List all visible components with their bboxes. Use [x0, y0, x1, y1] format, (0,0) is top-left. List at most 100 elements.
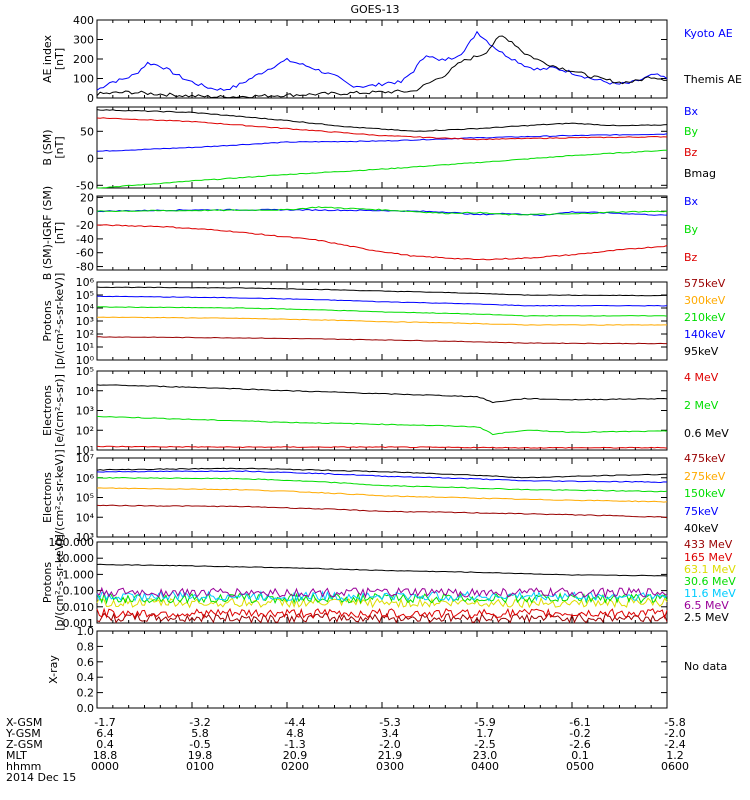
series-line-2-mev: [96, 415, 668, 436]
no-data-note: No data: [684, 660, 727, 673]
table-cell: 3.4: [381, 727, 399, 740]
y-tick-label: 10²: [76, 424, 94, 437]
table-cell: 0600: [661, 760, 689, 773]
legend-bz: Bz: [684, 251, 698, 264]
y-tick-label: 100.000: [49, 536, 95, 549]
panel-7: 0.001 0.010 0.100 1.000 10.000 100.000 Protons…: [41, 534, 736, 631]
legend-300kev: 300keV: [684, 294, 726, 307]
series-line-themis-ae: [96, 35, 668, 99]
y-axis-label: [nT]: [53, 136, 66, 158]
series-line-40kev: [96, 467, 667, 479]
orbit-table: X-GSM -1.7 -3.2 -4.4 -5.3 -5.9 -6.1 -5.8 Y-GSM 6.…: [5, 716, 689, 784]
series-line-4-mev: [96, 445, 668, 449]
legend-by: By: [684, 223, 699, 236]
table-cell: 0400: [471, 760, 499, 773]
series-line-6-5-mev: [96, 586, 668, 600]
table-cell: -5.9: [474, 716, 495, 729]
panel-frame: [96, 457, 668, 538]
series-line-210kev: [96, 306, 668, 317]
panel-6: 10³ 10⁴ 10⁵ 10⁶ 10⁷ Electrons [e/(cm²-s-sr-keV…: [41, 449, 726, 545]
table-row-label: Y-GSM: [5, 727, 41, 740]
legend-bx: Bx: [684, 105, 699, 118]
legend-6-5-mev: 6.5 MeV: [684, 599, 729, 612]
panel-8: 0.0 0.2 0.4 0.6 0.8 1.0 X-ray No data: [47, 625, 727, 715]
series-line-2-5-mev: [96, 563, 668, 577]
y-tick-label: 50: [80, 125, 94, 138]
y-tick-label: 0.0: [77, 702, 95, 715]
table-cell: 0500: [566, 760, 594, 773]
y-tick-label: 0.4: [77, 671, 95, 684]
series-line-bmag: [96, 109, 668, 132]
y-axis-label: X-ray: [47, 655, 60, 684]
y-axis-label: AE index: [41, 34, 54, 83]
table-cell: -3.2: [189, 716, 210, 729]
y-axis-label: [nT]: [53, 222, 66, 244]
series-line-275kev: [96, 487, 668, 503]
legend-2-5-mev: 2.5 MeV: [684, 611, 729, 624]
table-cell: 0.1: [571, 749, 589, 762]
table-cell: -0.5: [189, 738, 210, 751]
y-tick-label: 10³: [76, 531, 94, 544]
legend-433-mev: 433 MeV: [684, 538, 733, 551]
legend-475kev: 475keV: [684, 452, 726, 465]
series-line-bx: [96, 133, 668, 152]
series-line-150kev: [96, 476, 668, 493]
y-tick-label: 1.000: [63, 568, 95, 581]
legend-bmag: Bmag: [684, 167, 716, 180]
panel-frame: [96, 281, 668, 361]
table-cell: 1.2: [666, 749, 684, 762]
series-line-140kev: [96, 295, 668, 307]
legend-210kev: 210keV: [684, 311, 726, 324]
y-axis-label: [e/(cm²-s-sr-keV)]: [53, 449, 66, 545]
series-line-475kev: [96, 504, 668, 519]
table-cell: 0000: [91, 760, 119, 773]
table-cell: -5.8: [664, 716, 685, 729]
y-tick-label: 10⁶: [76, 472, 95, 485]
y-tick-label: 10.000: [56, 552, 95, 565]
table-cell: 21.9: [378, 749, 403, 762]
table-date: 2014 Dec 15: [6, 771, 76, 784]
y-tick-label: 100: [73, 73, 94, 86]
legend-40kev: 40keV: [684, 522, 719, 535]
y-tick-label: 10⁵: [76, 492, 94, 505]
y-tick-label: 10³: [76, 405, 94, 418]
y-tick-label: 0.8: [77, 640, 95, 653]
table-cell: 0.4: [96, 738, 114, 751]
legend-by: By: [684, 125, 699, 138]
table-cell: 0300: [376, 760, 404, 773]
panel-frame: [96, 630, 668, 709]
series-line-kyoto-ae: [96, 30, 668, 91]
y-tick-label: 0.6: [77, 656, 95, 669]
table-cell: -2.5: [474, 738, 495, 751]
table-row-label: X-GSM: [6, 716, 42, 729]
y-tick-label: 10⁷: [76, 452, 94, 465]
y-axis-label: [nT]: [53, 48, 66, 70]
legend-95kev: 95keV: [684, 345, 719, 358]
y-tick-label: 10⁶: [76, 276, 95, 289]
legend-63-1-mev: 63.1 MeV: [684, 563, 736, 576]
legend-themis-ae: Themis AE: [683, 73, 742, 86]
y-axis-label: Electrons: [41, 472, 54, 523]
y-tick-label: 10⁵: [76, 289, 94, 302]
y-tick-label: 0: [87, 152, 94, 165]
y-tick-label: 10⁴: [76, 302, 95, 315]
table-cell: -6.1: [569, 716, 590, 729]
table-row-label: hhmm: [6, 760, 41, 773]
y-axis-label: B (SM): [41, 129, 54, 165]
y-tick-label: 0: [87, 205, 94, 218]
legend-150kev: 150keV: [684, 487, 726, 500]
y-tick-label: 200: [73, 53, 94, 66]
y-tick-label: 0: [87, 92, 94, 105]
legend-11-6-mev: 11.6 MeV: [684, 587, 736, 600]
series-line-bz: [96, 117, 668, 141]
y-tick-label: 10⁵: [76, 365, 94, 378]
series-line-575kev: [97, 336, 667, 345]
y-tick-label: 400: [73, 14, 94, 27]
table-cell: 1.7: [476, 727, 494, 740]
y-tick-label: -50: [76, 179, 94, 192]
table-cell: -4.4: [284, 716, 305, 729]
table-cell: -2.6: [569, 738, 590, 751]
legend-bx: Bx: [684, 195, 699, 208]
